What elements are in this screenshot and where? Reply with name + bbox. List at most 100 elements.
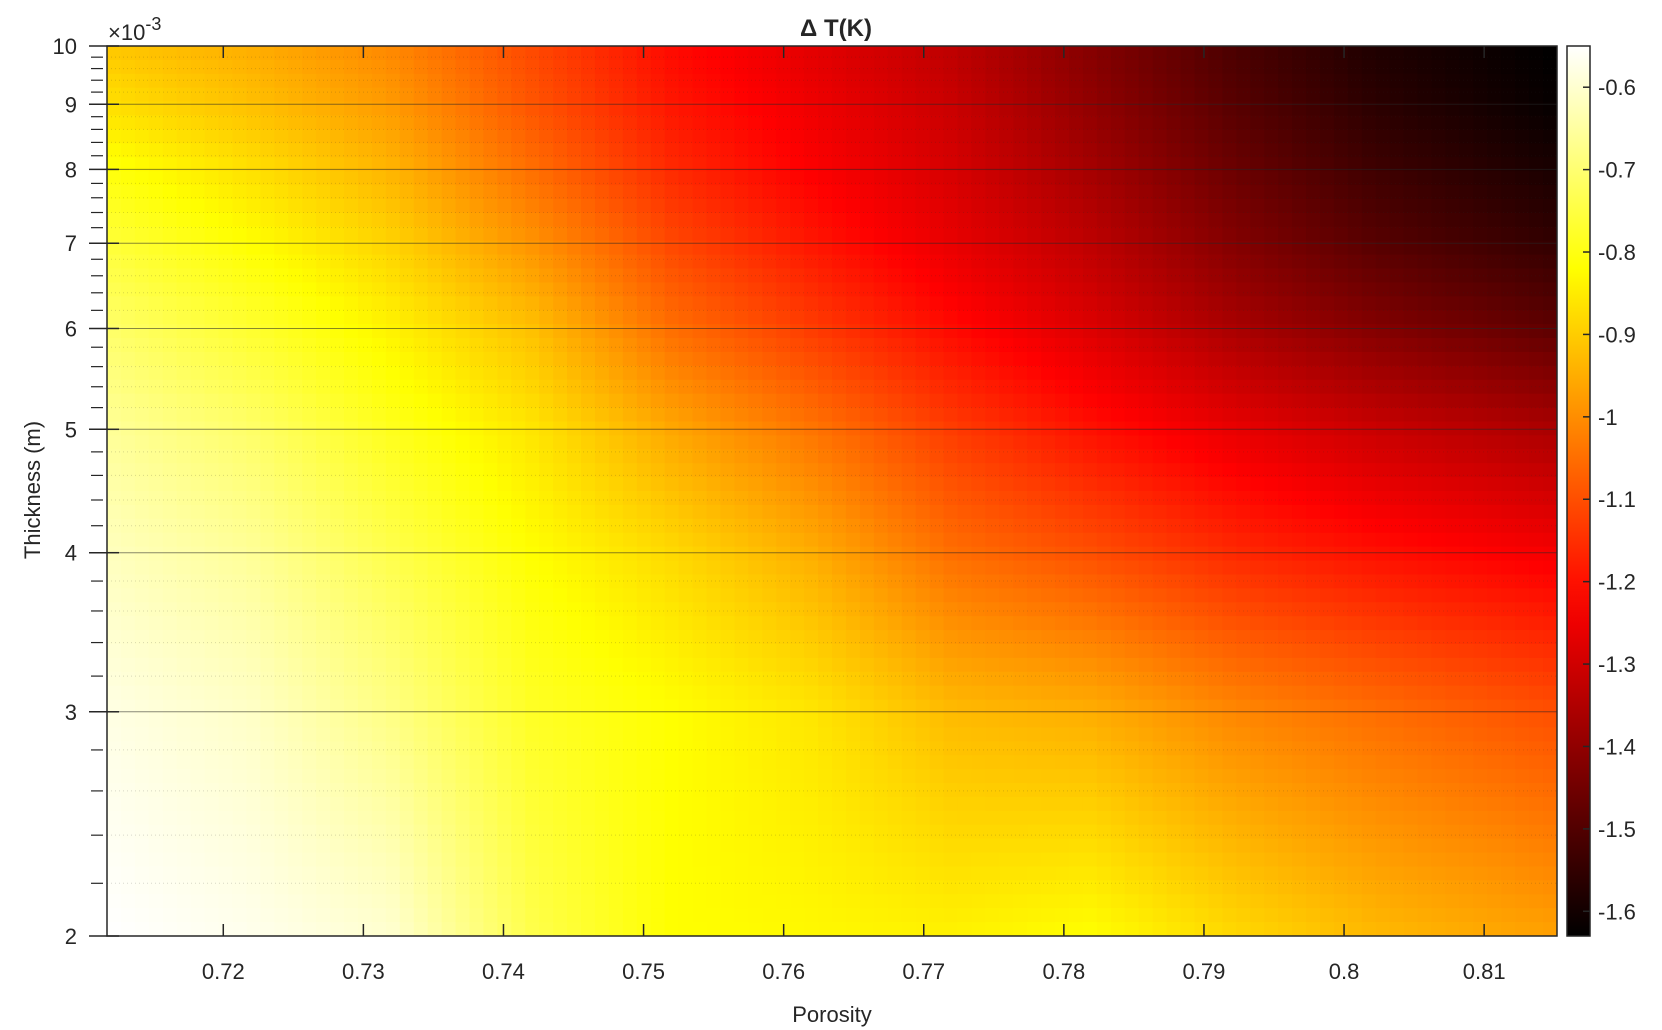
heatmap-cell [344,59,359,75]
heatmap-cell [1278,101,1293,117]
heatmap-cell [302,657,317,673]
heatmap-cell [581,240,596,256]
heatmap-cell [399,143,415,158]
heatmap-cell [441,198,457,214]
heatmap-cell [162,240,178,256]
heatmap-cell [636,657,652,673]
heatmap-cell [190,226,206,242]
heatmap-cell [469,588,485,603]
heatmap-cell [943,282,959,297]
heatmap-cell [581,574,596,589]
heatmap-cell [1082,532,1098,548]
heatmap-cell [539,574,554,589]
heatmap-cell [706,491,722,506]
heatmap-cell [1236,101,1251,117]
heatmap-cell [232,310,248,325]
heatmap-cell [1459,310,1474,325]
heatmap-cell [344,532,359,548]
heatmap-cell [511,365,526,381]
heatmap-cell [427,157,443,172]
heatmap-cell [929,630,945,645]
heatmap-cell [608,254,624,270]
heatmap-cell [929,129,945,144]
heatmap-cell [1138,560,1154,576]
heatmap-cell [469,254,485,270]
heatmap-cell [873,379,889,395]
heatmap-cell [497,643,512,659]
heatmap-cell [288,491,303,506]
heatmap-cell [134,351,150,367]
heatmap-cell [720,310,735,325]
heatmap-cell [1013,212,1028,228]
heatmap-cell [1445,616,1460,631]
heatmap-cell [204,198,220,214]
heatmap-cell [1319,240,1335,256]
heatmap-cell [553,171,568,186]
heatmap-cell [1096,171,1112,186]
heatmap-cell [636,282,652,297]
heatmap-cell [1319,643,1335,659]
heatmap-cell [1431,351,1447,367]
heatmap-cell [706,198,722,214]
heatmap-cell [1069,546,1084,562]
heatmap-cell [399,574,415,589]
heatmap-cell [288,671,303,687]
heatmap-cell [330,254,345,270]
heatmap-cell [776,157,791,172]
heatmap-cell [246,129,261,144]
heatmap-cell [1515,115,1530,131]
heatmap-cell [1180,171,1196,186]
heatmap-cell [1138,685,1154,701]
heatmap-cell [650,546,666,562]
heatmap-cell [1069,198,1084,214]
heatmap-cell [650,393,666,409]
heatmap-cell [1013,198,1028,214]
heatmap-cell [873,282,889,297]
heatmap-cell [330,504,345,520]
heatmap-cell [1389,101,1405,117]
heatmap-cell [1110,616,1126,631]
heatmap-cell [260,87,275,103]
heatmap-cell [1013,115,1028,131]
heatmap-cell [1069,129,1084,144]
heatmap-cell [706,435,722,450]
heatmap-cell [232,129,248,144]
heatmap-cell [720,602,735,617]
heatmap-cell [1501,324,1516,339]
heatmap-cell [1138,282,1154,297]
heatmap-cell [511,588,526,603]
heatmap-cell [330,435,345,450]
heatmap-cell [525,588,540,603]
heatmap-cell [1013,421,1028,436]
heatmap-cell [1166,254,1182,270]
heatmap-cell [483,657,498,673]
heatmap-cell [246,407,261,423]
heatmap-cell [1347,115,1363,131]
heatmap-cell [371,185,387,200]
heatmap-cell [971,268,986,284]
heatmap-cell [804,185,819,200]
heatmap-cell [985,115,1000,131]
heatmap-cell [1515,463,1530,478]
heatmap-cell [1347,463,1363,478]
heatmap-cell [399,504,415,520]
heatmap-cell [1529,365,1544,381]
heatmap-cell [385,630,401,645]
heatmap-cell [706,226,722,242]
heatmap-cell [1152,185,1168,200]
heatmap-cell [1389,73,1405,89]
heatmap-cell [929,240,945,256]
heatmap-cell [246,226,261,242]
heatmap-cell [162,157,178,172]
heatmap-cell [190,588,206,603]
heatmap-cell [1124,421,1140,436]
heatmap-cell [302,129,317,144]
heatmap-cell [581,212,596,228]
heatmap-cell [832,101,847,117]
heatmap-cell [469,282,485,297]
heatmap-cell [706,518,722,534]
heatmap-cell [608,143,624,158]
heatmap-cell [594,129,610,144]
heatmap-cell [1138,574,1154,589]
heatmap-cell [1027,87,1042,103]
